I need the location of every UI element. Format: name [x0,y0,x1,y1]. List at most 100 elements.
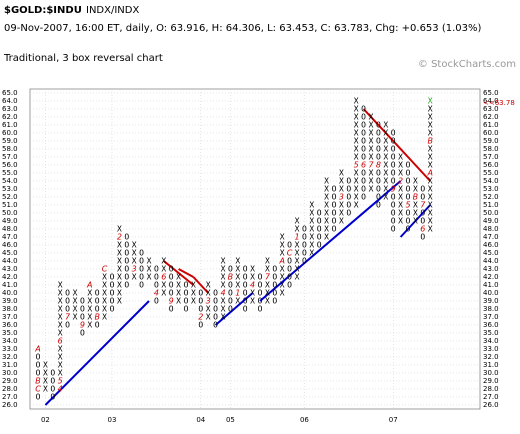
box: O [95,297,100,306]
box: X [235,281,240,290]
box: X [383,177,388,186]
y-tick-label: 53.0 [2,185,18,193]
box: X [413,185,418,194]
y-tick-label: 43.0 [2,265,18,273]
box: X [428,161,433,170]
month-marker: 5 [58,377,63,386]
box: O [228,281,233,290]
y-tick-label: 59.0 [2,137,18,145]
box: O [213,289,218,298]
box: X [309,241,314,250]
month-marker: C [35,385,41,394]
box: X [117,249,122,258]
box: X [339,185,344,194]
box: X [295,217,300,226]
y-tick-label: 30.0 [2,369,18,377]
box: O [361,169,366,178]
y-tick-label: 33.0 [2,345,18,353]
box: O [332,225,337,234]
box: O [361,129,366,138]
y-tick-label: 46.0 [483,241,499,249]
month-marker: A [278,257,284,266]
y-tick-label: 41.0 [2,281,18,289]
box: O [317,217,322,226]
x-tick-label: 02 [41,416,50,424]
y-tick-label: 27.0 [2,393,18,401]
y-tick-label: 41.0 [483,281,499,289]
box: O [376,169,381,178]
y-tick-label: 63.0 [2,105,18,113]
month-marker: 6 [58,337,63,346]
month-marker: 4 [250,281,255,290]
box: O [420,217,425,226]
box: X [309,225,314,234]
box: X [132,241,137,250]
description: Traditional, 3 box reversal chart [3,53,163,64]
box: X [324,193,329,202]
box: O [228,265,233,274]
box: O [198,297,203,306]
month-marker: B [413,193,419,202]
box: X [354,169,359,178]
trendline [259,180,402,302]
box: O [376,129,381,138]
box: X [191,297,196,306]
box: O [124,241,129,250]
box: X [161,265,166,274]
box: X [398,161,403,170]
box: O [139,257,144,266]
box: X [117,297,122,306]
box: O [332,185,337,194]
month-marker: 2 [198,313,203,322]
box: X [280,249,285,258]
box: X [354,137,359,146]
month-marker: 4 [154,289,159,298]
box: X [295,273,300,282]
box: X [369,177,374,186]
box: X [147,257,152,266]
box: O [376,121,381,130]
y-tick-label: 39.0 [2,297,18,305]
box: O [258,289,263,298]
month-marker: 2 [398,177,403,186]
box: X [295,257,300,266]
box: O [80,297,85,306]
y-tick-label: 57.0 [483,153,499,161]
box: X [398,153,403,162]
y-tick-label: 46.0 [2,241,18,249]
x-tick-label: 03 [108,416,117,424]
box: O [361,121,366,130]
box: O [391,129,396,138]
box: X [383,129,388,138]
trendline [192,276,209,294]
box: X [280,281,285,290]
y-tick-label: 53.0 [483,185,499,193]
box: X [383,145,388,154]
box: O [376,185,381,194]
box: O [154,273,159,282]
box: X [295,241,300,250]
box: X [398,217,403,226]
box: O [169,281,174,290]
box: X [87,289,92,298]
last-price: <<63.78 [483,99,515,107]
y-tick-label: 51.0 [483,201,499,209]
box: X [295,249,300,258]
box: O [243,305,248,314]
box: O [243,297,248,306]
